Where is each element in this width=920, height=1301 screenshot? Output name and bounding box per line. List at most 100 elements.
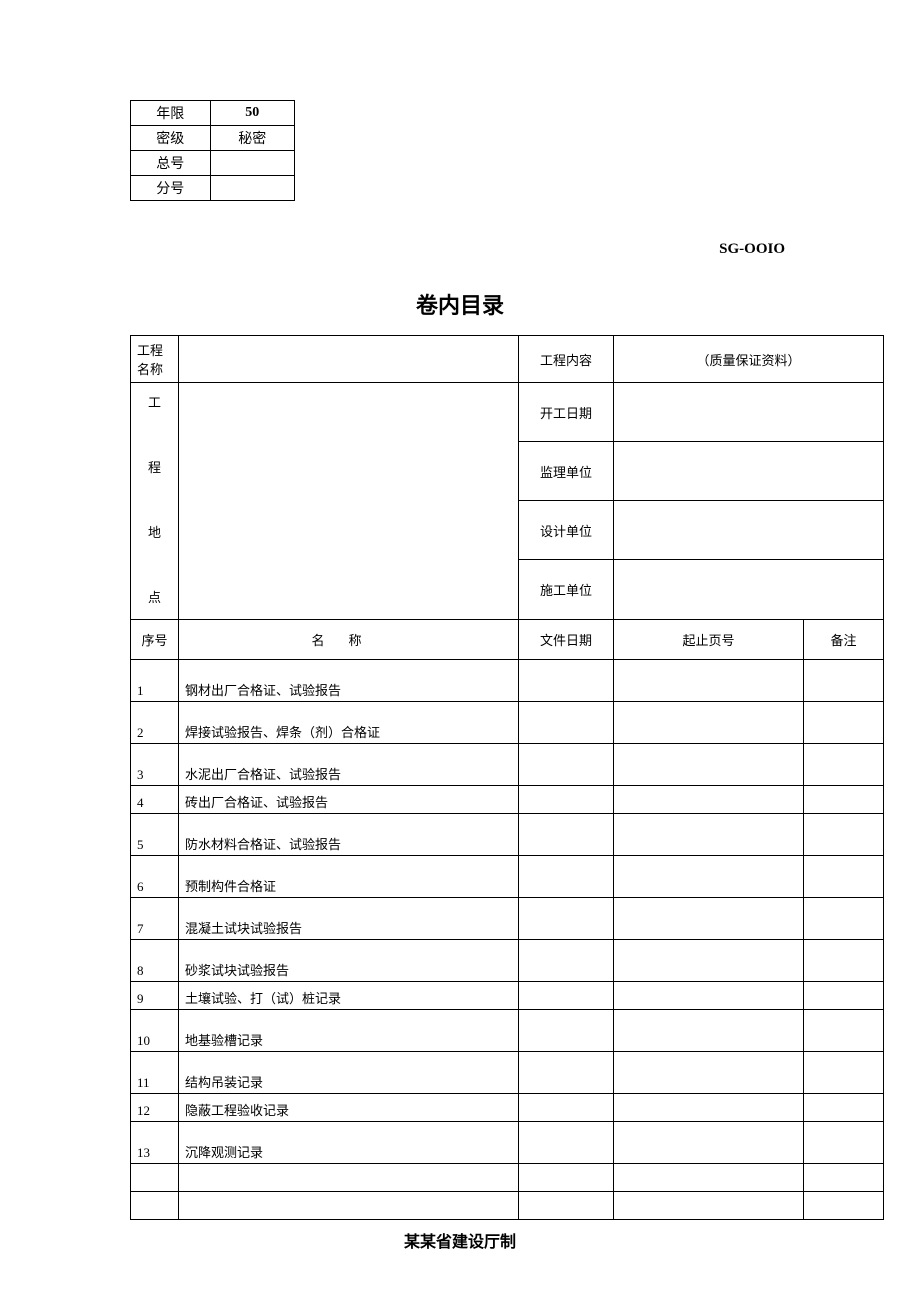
item-notes	[804, 855, 884, 897]
item-seq: 12	[131, 1093, 179, 1121]
item-notes	[804, 659, 884, 701]
col-date-label: 文件日期	[519, 619, 614, 659]
main-table: 工程名称 工程内容 （质量保证资料） 工 程 地 点 开工日期 监理单位 设计单…	[130, 335, 884, 1220]
item-notes	[804, 1051, 884, 1093]
item-pages	[614, 1009, 804, 1051]
classification-value	[210, 151, 294, 176]
item-name: 砖出厂合格证、试验报告	[179, 785, 519, 813]
item-pages	[614, 743, 804, 785]
table-row: 12隐蔽工程验收记录	[131, 1093, 884, 1121]
item-name: 预制构件合格证	[179, 855, 519, 897]
table-row: 6预制构件合格证	[131, 855, 884, 897]
item-notes	[804, 939, 884, 981]
item-notes	[804, 701, 884, 743]
item-name	[179, 1163, 519, 1191]
start-date-label: 开工日期	[519, 383, 614, 442]
project-content-label: 工程内容	[519, 336, 614, 383]
item-date	[519, 939, 614, 981]
item-seq	[131, 1163, 179, 1191]
project-location-label-text: 工 程 地 点	[148, 395, 161, 605]
page-title: 卷内目录	[130, 288, 790, 320]
item-seq: 4	[131, 785, 179, 813]
classification-label: 年限	[131, 101, 211, 126]
table-row: 13沉降观测记录	[131, 1121, 884, 1163]
item-name: 沉降观测记录	[179, 1121, 519, 1163]
item-pages	[614, 785, 804, 813]
classification-value: 50	[210, 101, 294, 126]
item-notes	[804, 1163, 884, 1191]
item-name: 防水材料合格证、试验报告	[179, 813, 519, 855]
table-row: 7混凝土试块试验报告	[131, 897, 884, 939]
item-date	[519, 1121, 614, 1163]
designer-label: 设计单位	[519, 501, 614, 560]
classification-label: 总号	[131, 151, 211, 176]
item-pages	[614, 1093, 804, 1121]
item-notes	[804, 1093, 884, 1121]
item-seq: 8	[131, 939, 179, 981]
col-name-label: 名称	[179, 619, 519, 659]
item-pages	[614, 1051, 804, 1093]
item-name	[179, 1191, 519, 1219]
item-notes	[804, 981, 884, 1009]
classification-row: 分号	[131, 176, 295, 201]
item-name: 地基验槽记录	[179, 1009, 519, 1051]
item-pages	[614, 897, 804, 939]
table-row: 3水泥出厂合格证、试验报告	[131, 743, 884, 785]
item-date	[519, 981, 614, 1009]
item-notes	[804, 785, 884, 813]
classification-label: 密级	[131, 126, 211, 151]
project-location-label: 工 程 地 点	[131, 383, 179, 620]
classification-row: 年限50	[131, 101, 295, 126]
item-pages	[614, 981, 804, 1009]
item-date	[519, 1191, 614, 1219]
item-seq: 2	[131, 701, 179, 743]
item-pages	[614, 939, 804, 981]
item-seq: 5	[131, 813, 179, 855]
item-seq: 6	[131, 855, 179, 897]
table-row: 8砂浆试块试验报告	[131, 939, 884, 981]
supervisor-value	[614, 442, 884, 501]
sg-code: SG-OOIO	[130, 241, 790, 258]
item-pages	[614, 1163, 804, 1191]
item-date	[519, 855, 614, 897]
classification-table: 年限50密级秘密总号分号	[130, 100, 295, 201]
item-pages	[614, 1191, 804, 1219]
classification-value	[210, 176, 294, 201]
constructor-value	[614, 560, 884, 619]
item-date	[519, 1051, 614, 1093]
col-notes-label: 备注	[804, 619, 884, 659]
project-content-value: （质量保证资料）	[614, 336, 884, 383]
item-seq: 7	[131, 897, 179, 939]
table-row: 4砖出厂合格证、试验报告	[131, 785, 884, 813]
col-seq-label: 序号	[131, 619, 179, 659]
col-pages-label: 起止页号	[614, 619, 804, 659]
item-name: 混凝土试块试验报告	[179, 897, 519, 939]
classification-label: 分号	[131, 176, 211, 201]
item-name: 结构吊装记录	[179, 1051, 519, 1093]
item-name: 隐蔽工程验收记录	[179, 1093, 519, 1121]
item-seq: 1	[131, 659, 179, 701]
item-name: 钢材出厂合格证、试验报告	[179, 659, 519, 701]
item-seq: 13	[131, 1121, 179, 1163]
table-row: 2焊接试验报告、焊条（剂）合格证	[131, 701, 884, 743]
designer-value	[614, 501, 884, 560]
item-date	[519, 659, 614, 701]
footer-text: 某某省建设厅制	[130, 1228, 790, 1252]
supervisor-label: 监理单位	[519, 442, 614, 501]
item-notes	[804, 1121, 884, 1163]
project-location-value	[179, 383, 519, 620]
item-name: 水泥出厂合格证、试验报告	[179, 743, 519, 785]
item-notes	[804, 813, 884, 855]
project-name-value	[179, 336, 519, 383]
item-date	[519, 785, 614, 813]
item-date	[519, 743, 614, 785]
table-row	[131, 1163, 884, 1191]
item-notes	[804, 1191, 884, 1219]
item-date	[519, 897, 614, 939]
item-seq: 11	[131, 1051, 179, 1093]
start-date-value	[614, 383, 884, 442]
table-row	[131, 1191, 884, 1219]
project-name-label: 工程名称	[131, 336, 179, 383]
item-name: 焊接试验报告、焊条（剂）合格证	[179, 701, 519, 743]
item-pages	[614, 855, 804, 897]
